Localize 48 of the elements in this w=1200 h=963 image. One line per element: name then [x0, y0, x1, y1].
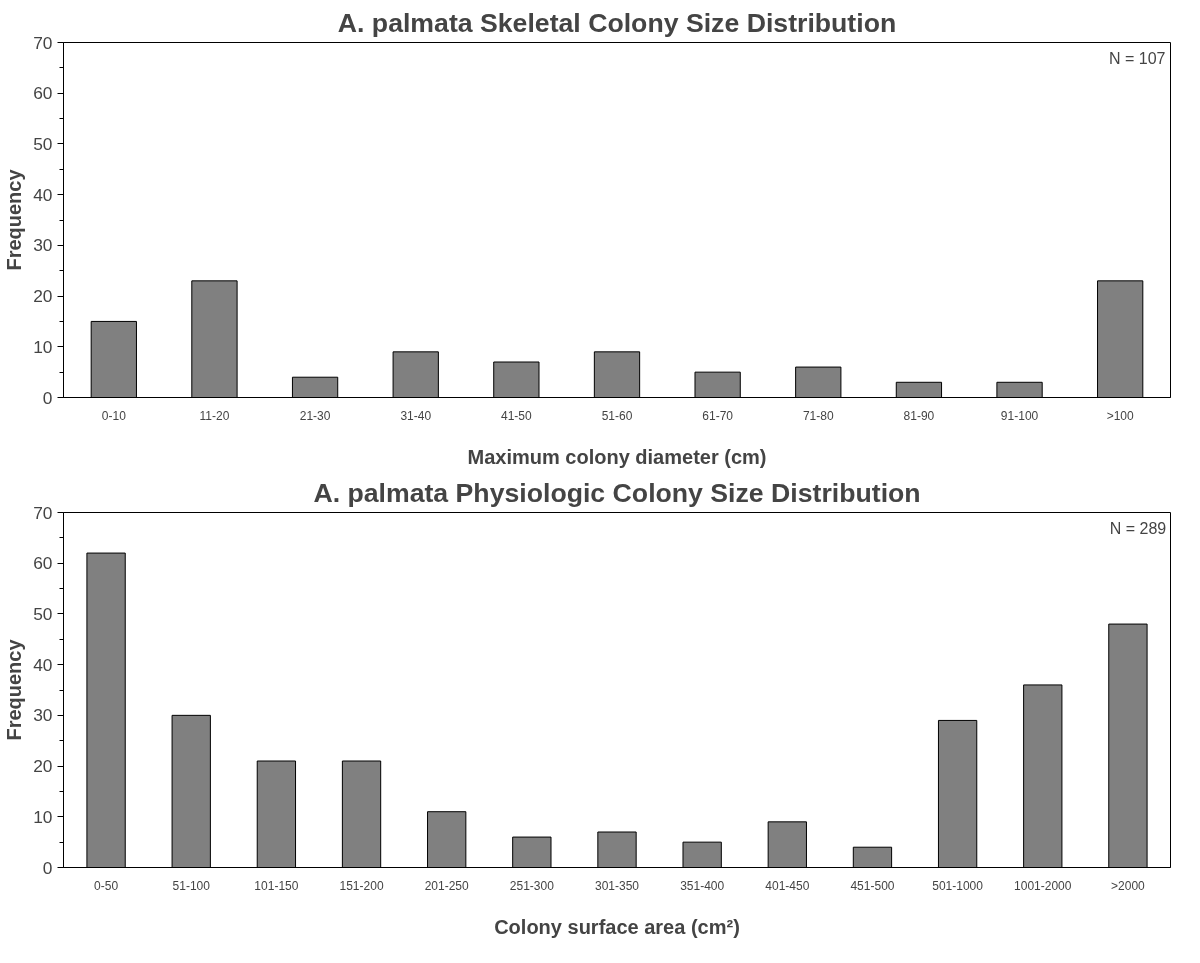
x-tick-label: 451-500	[850, 878, 895, 893]
y-tick-label: 50	[33, 133, 53, 154]
y-tick-label: 70	[33, 32, 53, 53]
x-tick-label: 0-10	[101, 408, 127, 423]
y-tick-label: 0	[42, 857, 53, 878]
y-tick-label: 30	[33, 235, 53, 256]
x-tick-label: 81-90	[903, 408, 935, 423]
chart-title: A. palmata Skeletal Colony Size Distribution	[337, 7, 897, 38]
x-tick-label: 71-80	[802, 408, 834, 423]
x-tick-label: 21-30	[299, 408, 331, 423]
x-tick-label: 251-300	[509, 878, 555, 893]
x-tick-label: 41-50	[501, 408, 533, 423]
x-tick-label: 51-100	[172, 878, 211, 893]
y-tick-label: 20	[33, 286, 53, 307]
y-tick-label: 40	[33, 654, 53, 675]
y-tick-label: 60	[33, 83, 53, 104]
x-tick-label: 151-200	[339, 878, 384, 893]
chart-title: A. palmata Physiologic Colony Size Distribution	[313, 477, 921, 508]
x-tick-label: >2000	[1111, 878, 1146, 893]
x-tick-label: 61-70	[702, 408, 734, 423]
annotation: N = 107	[1108, 50, 1166, 68]
x-tick-label: 301-350	[594, 878, 640, 893]
y-tick-label: 20	[33, 756, 53, 777]
y-tick-label: 0	[42, 387, 53, 408]
x-tick-label: 401-450	[765, 878, 810, 893]
x-tick-label: 351-400	[680, 878, 725, 893]
x-tick-label: 0-50	[94, 878, 119, 893]
x-tick-label: >100	[1106, 408, 1135, 423]
y-tick-label: 30	[33, 705, 53, 726]
x-tick-label: 1001-2000	[1014, 878, 1072, 893]
x-tick-label: 201-250	[424, 878, 470, 893]
x-axis-title: Maximum colony diameter (cm)	[467, 445, 767, 468]
x-tick-label: 31-40	[400, 408, 432, 423]
y-tick-label: 10	[33, 336, 53, 357]
y-tick-label: 50	[33, 603, 53, 624]
y-tick-label: 40	[33, 184, 53, 205]
x-tick-label: 501-1000	[932, 878, 984, 893]
y-tick-label: 10	[33, 806, 53, 827]
y-axis-title: Frequency	[3, 168, 26, 271]
y-tick-label: 70	[33, 502, 53, 523]
x-tick-label: 101-150	[254, 878, 299, 893]
y-tick-label: 60	[33, 553, 53, 574]
x-tick-label: 91-100	[1000, 408, 1039, 423]
annotation: N = 289	[1109, 520, 1167, 538]
x-tick-label: 11-20	[199, 408, 230, 423]
x-axis-title: Colony surface area (cm²)	[494, 915, 740, 938]
y-axis-title: Frequency	[3, 638, 26, 741]
x-tick-label: 51-60	[601, 408, 633, 423]
